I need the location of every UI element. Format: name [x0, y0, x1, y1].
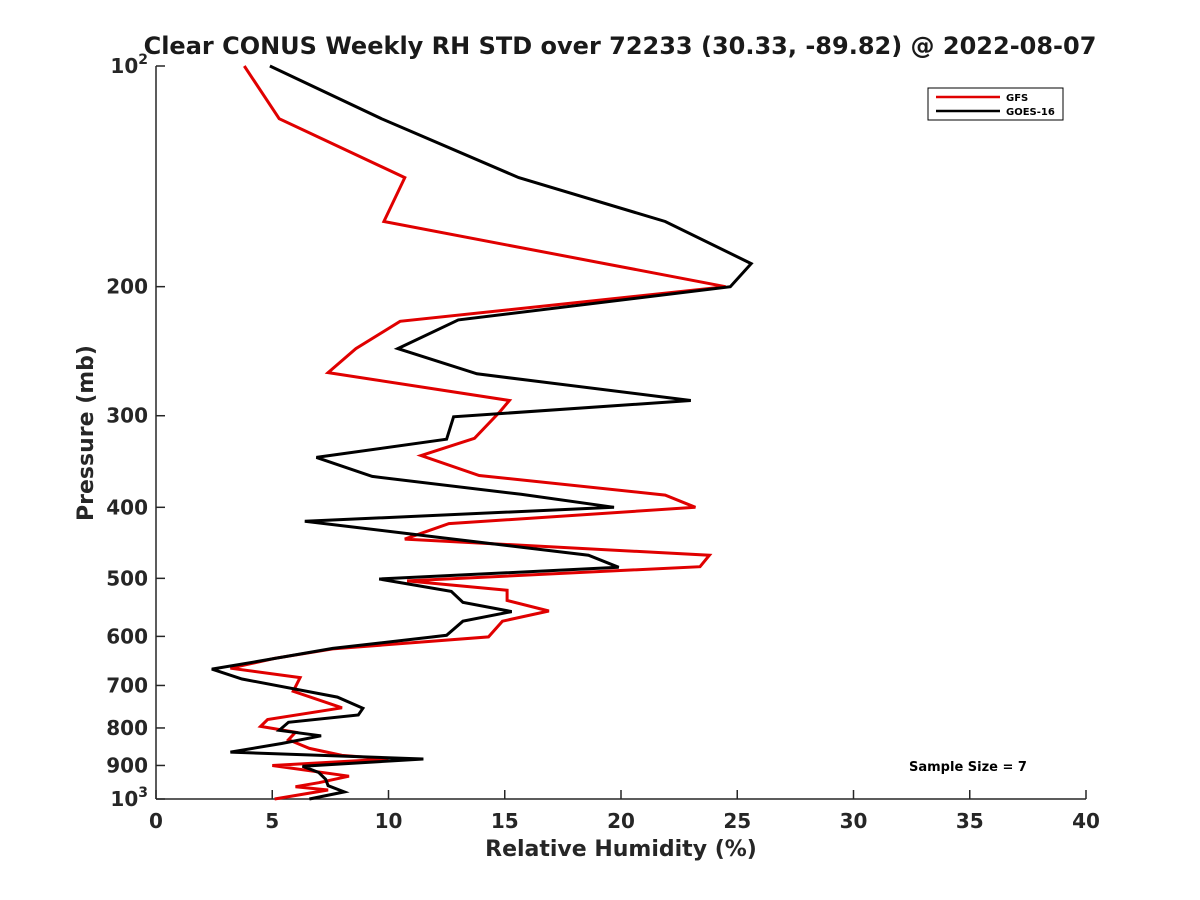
series-line-goes-16 — [211, 64, 754, 801]
x-tick-label: 5 — [265, 809, 279, 833]
y-tick-label: 200 — [106, 275, 148, 299]
y-tick-label: 600 — [106, 624, 148, 648]
series-lines — [211, 64, 754, 801]
x-tick-label: 25 — [723, 809, 751, 833]
x-axis-ticks: 0 5 10 15 20 25 30 35 40 — [149, 790, 1100, 833]
y-tick-label: 103 — [110, 785, 148, 811]
legend-label-gfs: GFS — [1006, 93, 1028, 104]
y-tick-label: 400 — [106, 495, 148, 519]
sample-size-annotation: Sample Size = 7 — [909, 760, 1027, 775]
x-tick-label: 20 — [607, 809, 635, 833]
x-axis-label: Relative Humidity (%) — [485, 837, 757, 862]
legend: GFS GOES-16 — [927, 87, 1064, 121]
y-tick-label: 900 — [106, 753, 148, 777]
plot-area — [156, 66, 1086, 799]
y-tick-exponent: 2 — [138, 52, 148, 68]
y-tick-exponent: 3 — [138, 785, 148, 801]
series-line-gfs — [230, 65, 726, 801]
x-tick-label: 30 — [840, 809, 868, 833]
x-tick-label: 40 — [1072, 809, 1100, 833]
y-tick-label: 300 — [106, 404, 148, 428]
y-axis-label: Pressure (mb) — [74, 345, 99, 521]
legend-label-goes16: GOES-16 — [1006, 107, 1055, 118]
x-tick-label: 35 — [956, 809, 984, 833]
y-tick-base: 10 — [110, 54, 138, 78]
y-tick-base: 10 — [110, 787, 138, 811]
y-tick-label: 700 — [106, 673, 148, 697]
y-tick-label: 500 — [106, 566, 148, 590]
chart-title: Clear CONUS Weekly RH STD over 72233 (30… — [144, 32, 1097, 60]
legend-box — [927, 87, 1064, 121]
y-tick-label: 102 — [110, 52, 148, 78]
x-tick-label: 0 — [149, 809, 163, 833]
x-tick-label: 10 — [375, 809, 403, 833]
y-tick-label: 800 — [106, 716, 148, 740]
x-tick-label: 15 — [491, 809, 519, 833]
